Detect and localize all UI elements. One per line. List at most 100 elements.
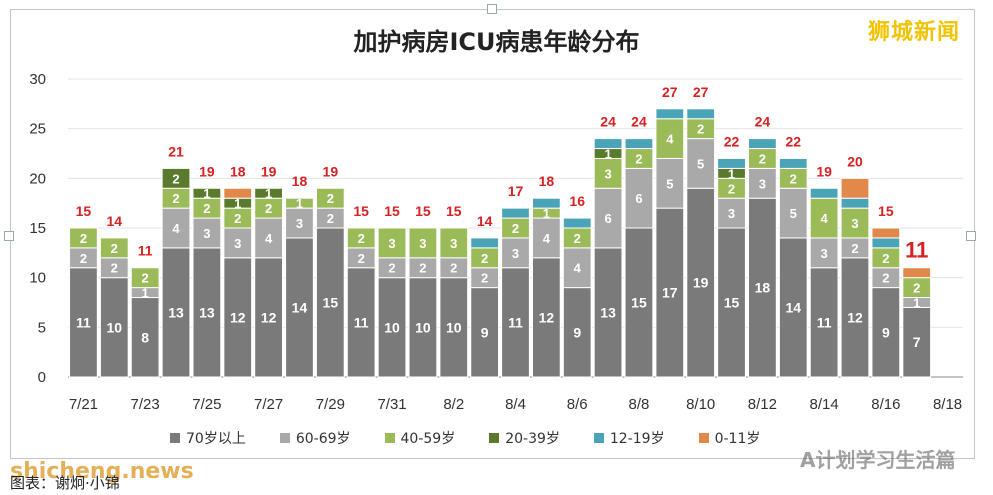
x-tick-label: 7/29 (316, 396, 345, 413)
segment-value-label: 3 (203, 226, 210, 241)
segment-value-label: 1 (203, 186, 210, 201)
segment-value-label: 1 (296, 196, 303, 211)
total-label: 15 (446, 203, 462, 219)
total-label: 15 (384, 203, 400, 219)
segment-value-label: 2 (913, 281, 920, 296)
brand-logo: 狮城新闻 (868, 20, 961, 45)
bar-segment-20-39 (192, 187, 222, 199)
segment-value-label: 15 (323, 295, 339, 311)
segment-value-label: 2 (882, 251, 889, 266)
bar-segment-70+ (778, 237, 808, 378)
total-label: 21 (168, 143, 184, 159)
bar-segment-0-11 (840, 177, 870, 199)
y-tick-label: 15 (29, 220, 46, 237)
y-tick-label: 30 (29, 71, 46, 88)
segment-value-label: 2 (728, 181, 735, 196)
segment-value-label: 13 (168, 304, 184, 320)
x-tick-label: 8/8 (629, 396, 650, 413)
total-label: 11 (905, 238, 928, 263)
x-tick-label: 8/6 (567, 396, 588, 413)
segment-value-label: 6 (604, 211, 611, 226)
legend-label: 60-69岁 (295, 431, 351, 447)
segment-value-label: 1 (604, 147, 611, 162)
segment-value-label: 2 (80, 231, 87, 246)
bar-segment-60-69 (192, 217, 222, 249)
legend-label: 20-39岁 (505, 431, 560, 447)
total-label: 15 (76, 203, 92, 219)
chart-legend: 70岁以上 60-69岁 40-59岁 20-39岁 12-19岁 0-11岁 (170, 428, 760, 448)
segment-value-label: 5 (697, 156, 704, 171)
total-label: 15 (353, 203, 369, 219)
bar-segment-40-59 (377, 227, 407, 259)
segment-value-label: 12 (230, 309, 246, 325)
segment-value-label: 3 (728, 206, 735, 221)
segment-value-label: 1 (142, 286, 149, 301)
segment-value-label: 10 (107, 319, 123, 335)
total-label: 14 (477, 213, 493, 229)
bar-segment-12-19 (655, 108, 685, 120)
y-tick-label: 5 (38, 319, 46, 336)
legend-item: 70岁以上 (170, 428, 246, 448)
segment-value-label: 2 (172, 191, 179, 206)
bar-segment-70+ (562, 287, 592, 378)
segment-value-label: 2 (419, 261, 426, 276)
total-label: 24 (631, 114, 647, 130)
segment-value-label: 1 (234, 196, 241, 211)
bar-segment-40-59 (809, 197, 839, 239)
total-label: 24 (755, 114, 771, 130)
bar-segment-70+ (748, 197, 777, 378)
segment-value-label: 2 (80, 251, 87, 266)
bar-segment-70+ (686, 187, 716, 378)
resize-handle-right[interactable] (966, 231, 976, 241)
segment-value-label: 9 (481, 324, 489, 340)
bar-segment-0-11 (223, 187, 253, 199)
segment-value-label: 12 (261, 309, 277, 325)
bar-segment-12-19 (809, 187, 839, 199)
x-tick-label: 8/10 (686, 396, 715, 413)
resize-handle-left[interactable] (4, 231, 14, 241)
bar-segment-70+ (531, 257, 561, 378)
bar-segment-12-19 (593, 138, 623, 150)
segment-value-label: 18 (755, 280, 771, 296)
segment-value-label: 3 (759, 176, 766, 191)
segment-value-label: 15 (631, 295, 647, 311)
segment-value-label: 13 (199, 304, 215, 320)
segment-value-label: 12 (847, 309, 863, 325)
bar-segment-20-39 (254, 187, 283, 199)
bar-segment-40-59 (346, 227, 376, 249)
segment-value-label: 1 (543, 206, 550, 221)
segment-value-label: 11 (354, 314, 369, 330)
bar-segment-40-59 (408, 227, 438, 259)
bar-segment-12-19 (748, 138, 777, 150)
bar-segment-40-59 (99, 237, 129, 259)
bar-segment-70+ (655, 207, 685, 378)
bar-segment-70+ (809, 267, 839, 378)
total-label: 27 (662, 84, 678, 100)
legend-item: 12-19岁 (593, 428, 665, 448)
legend-label: 40-59岁 (400, 431, 456, 447)
x-tick-label: 7/23 (131, 396, 160, 413)
x-tick-label: 8/12 (748, 396, 777, 413)
x-tick-label: 7/27 (254, 396, 283, 413)
bar-segment-70+ (593, 247, 623, 378)
y-tick-label: 20 (29, 170, 46, 187)
segment-value-label: 3 (512, 246, 519, 261)
segment-value-label: 3 (821, 246, 828, 261)
bar-segment-40-59 (593, 157, 623, 189)
segment-value-label: 11 (508, 314, 523, 330)
legend-label: 0-11岁 (714, 431, 761, 447)
legend-swatch (593, 433, 604, 443)
segment-value-label: 2 (358, 231, 365, 246)
total-label: 18 (539, 173, 555, 189)
resize-handle-top[interactable] (487, 4, 497, 14)
total-label: 24 (600, 114, 616, 130)
bar-segment-60-69 (686, 138, 716, 189)
x-tick-label: 8/2 (443, 396, 464, 413)
segment-value-label: 2 (111, 261, 118, 276)
bar-segment-70+ (439, 277, 469, 378)
total-label: 17 (508, 183, 524, 199)
segment-value-label: 14 (292, 299, 308, 315)
bar-segment-70+ (871, 287, 901, 378)
x-tick-label: 7/21 (69, 396, 98, 413)
segment-value-label: 2 (172, 171, 179, 186)
